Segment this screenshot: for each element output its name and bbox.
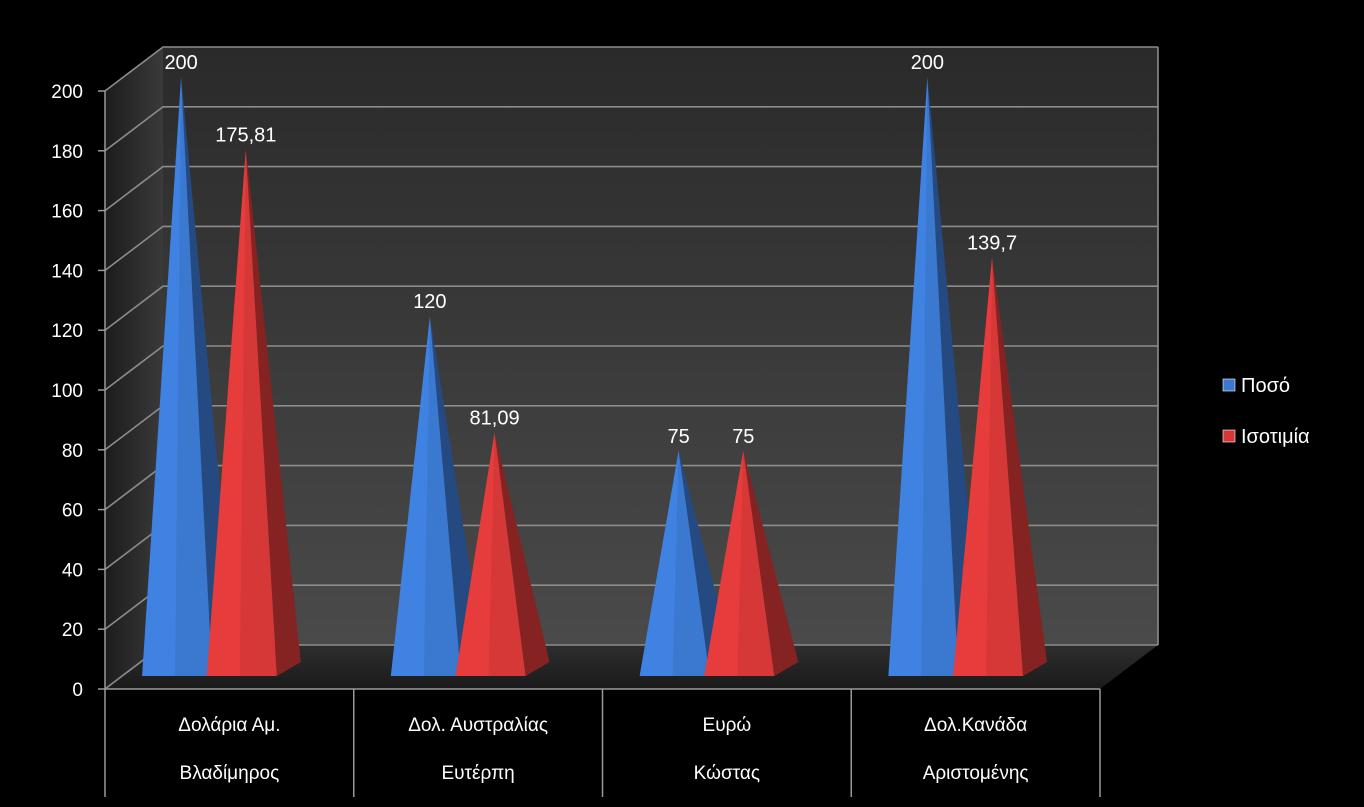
data-label: 139,7: [967, 232, 1017, 254]
data-label: 81,09: [470, 408, 520, 430]
legend-label: Ποσό: [1241, 375, 1290, 397]
data-label: 75: [732, 426, 754, 448]
pyramid-highlight: [390, 316, 430, 676]
legend-label: Ισοτιμία: [1241, 426, 1310, 448]
category-label: Αριστομένης: [923, 763, 1029, 784]
y-tick-label: 140: [51, 261, 83, 282]
y-tick-label: 0: [72, 680, 83, 701]
y-tick-label: 80: [62, 441, 83, 462]
y-tick-label: 180: [51, 142, 83, 163]
gridline: [104, 345, 1158, 391]
data-label: 120: [413, 291, 446, 313]
data-label: 200: [164, 52, 197, 74]
category-label: Κώστας: [694, 763, 760, 784]
pyramid-highlight: [639, 450, 679, 676]
pyramid-highlight: [142, 77, 182, 676]
category-label: Βλαδίμηρος: [180, 763, 280, 784]
pyramid-highlight: [206, 149, 246, 676]
category-labels: Δολάρια Αμ. Βλαδίμηρος Δολ. Αυστραλίας Ευτέ…: [178, 715, 1028, 784]
pyramid-side: [743, 450, 799, 676]
category-label: Δολ. Αυστραλίας: [408, 715, 548, 736]
pyramid-highlight: [888, 77, 928, 676]
gridline: [104, 165, 1158, 212]
plot-series: [142, 77, 1048, 676]
legend: Ποσό Ισοτιμία: [1222, 375, 1310, 448]
legend-swatch: [1222, 378, 1236, 392]
pyramid-highlight: [953, 257, 993, 676]
category-label: Ευτέρπη: [441, 763, 514, 784]
pyramid-side: [245, 149, 301, 676]
gridline: [104, 46, 1158, 92]
pyramid-highlight: [704, 450, 744, 676]
data-labels: 200 120 75 200 175,81 81,09 75 139,7: [164, 52, 1017, 448]
y-tick-label: 60: [62, 501, 83, 522]
y-tick-label: 160: [51, 202, 83, 223]
y-tick-label: 120: [51, 321, 83, 342]
y-tick-label: 200: [51, 82, 83, 103]
gridline: [104, 225, 1158, 272]
legend-swatch: [1222, 429, 1236, 443]
data-label: 200: [911, 52, 944, 74]
y-tick-label: 20: [62, 620, 83, 641]
data-label: 75: [668, 426, 690, 448]
y-tick-label: 40: [62, 560, 83, 581]
axes: 0 20 40 60 80 100 120 140 160 180 200: [51, 82, 1101, 797]
pyramid-highlight: [455, 432, 495, 676]
category-label: Ευρώ: [703, 715, 752, 736]
category-label: Δολ.Κανάδα: [924, 715, 1027, 736]
gridline: [104, 106, 1158, 152]
pyramid-side: [992, 257, 1048, 676]
pyramid-side: [494, 432, 550, 676]
category-label: Δολάρια Αμ.: [178, 715, 280, 736]
y-tick-label: 100: [51, 381, 83, 402]
gridline: [104, 285, 1158, 331]
data-label: 175,81: [215, 124, 276, 146]
